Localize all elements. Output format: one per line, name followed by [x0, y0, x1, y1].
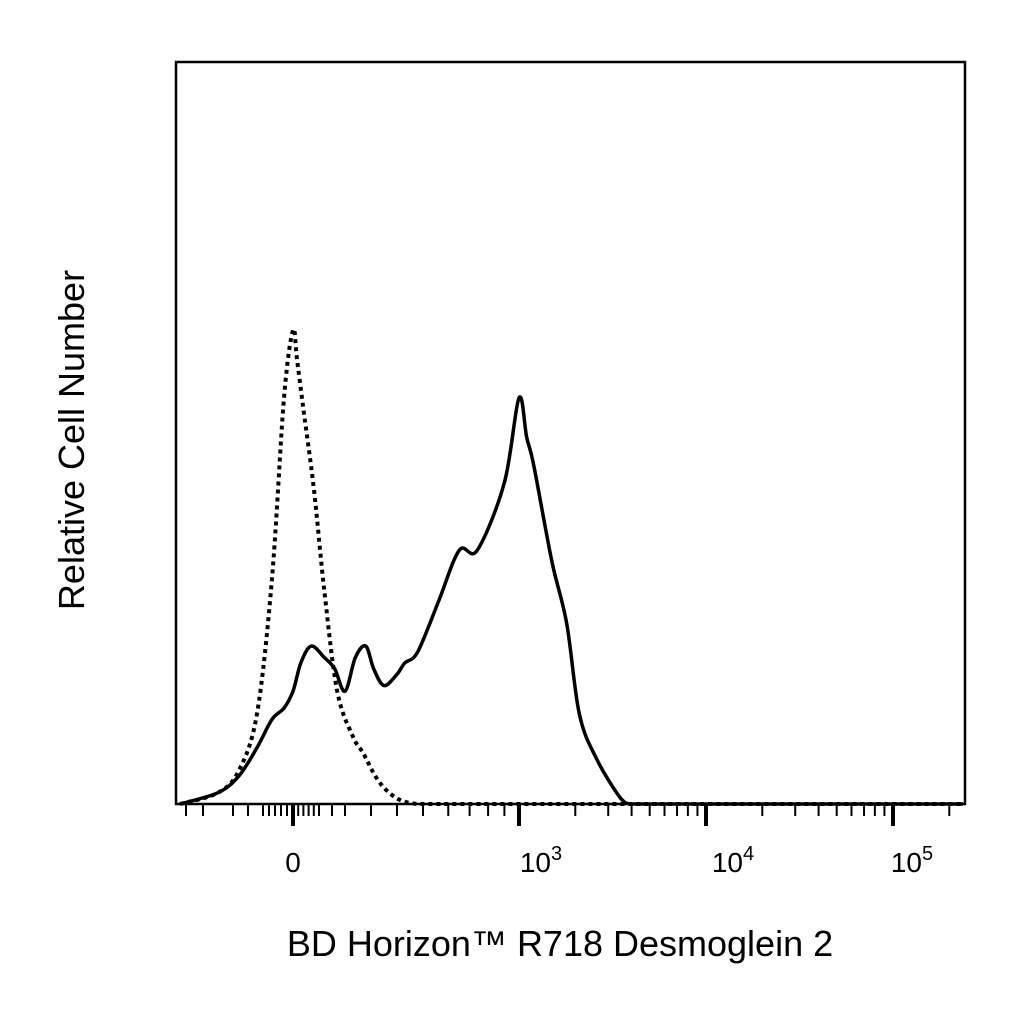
x-tick-label-10-4: 104 — [712, 843, 754, 878]
series-isotype-control-dotted-line — [179, 327, 963, 807]
x-tick-label-0: 0 — [285, 847, 301, 878]
x-tick-label-10-3: 103 — [520, 843, 562, 878]
x-minor-ticks — [185, 804, 951, 816]
x-axis-title: BD Horizon™ R718 Desmoglein 2 — [287, 923, 833, 964]
series-stained-solid-line — [179, 395, 963, 806]
y-axis-title: Relative Cell Number — [51, 270, 92, 610]
series-layer — [179, 327, 963, 807]
plot-frame — [174, 60, 967, 806]
x-major-ticks — [291, 804, 895, 826]
x-tick-label-10-5: 105 — [891, 843, 933, 878]
